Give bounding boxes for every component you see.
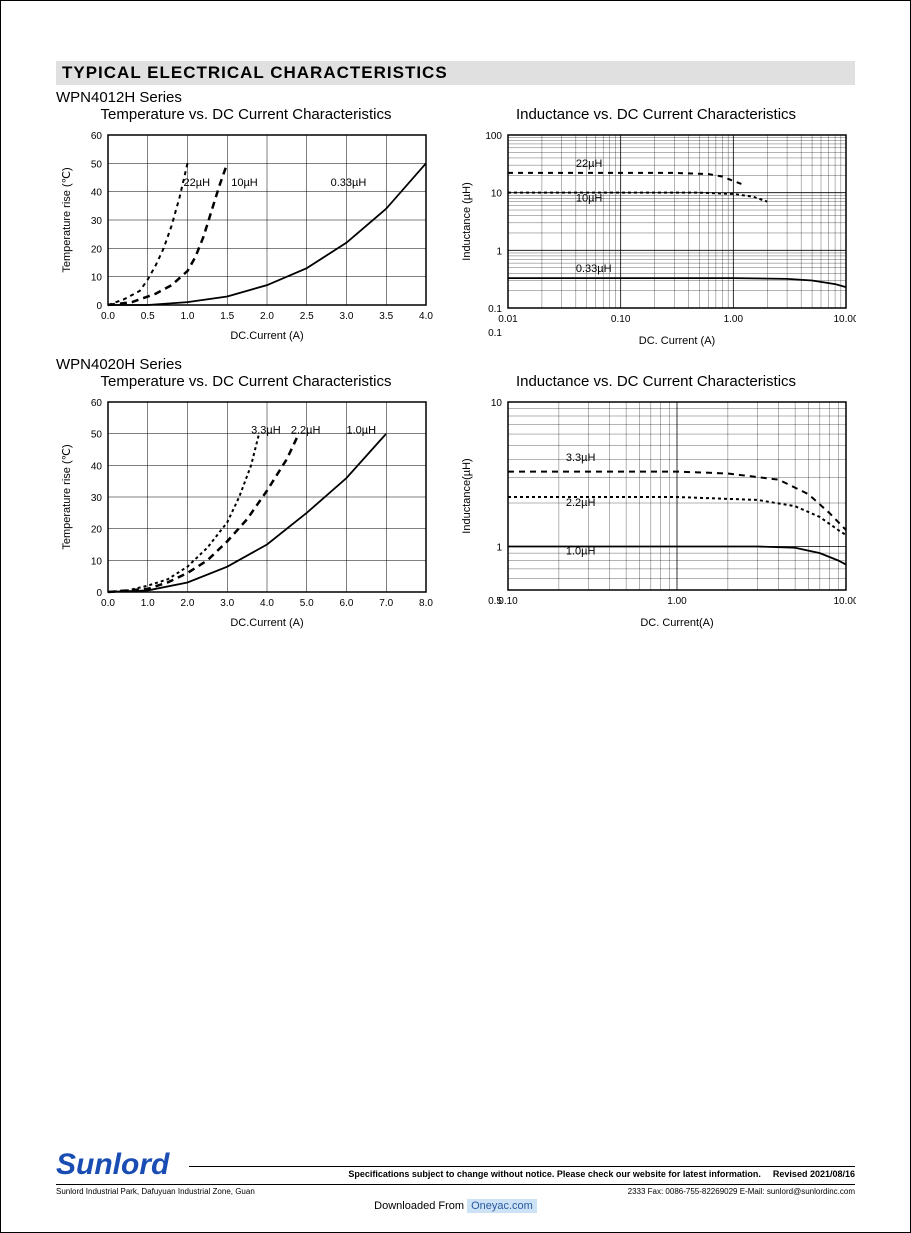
svg-text:0: 0: [96, 301, 102, 312]
svg-text:3.0: 3.0: [220, 598, 234, 609]
series-label-2: WPN4020H Series: [56, 356, 855, 373]
chart-ind-a: 0.01 0.10 1.00 10.00 0.1 1 10 100 0.1 DC. Current…: [456, 125, 856, 350]
svg-text:1: 1: [496, 543, 502, 554]
svg-text:0.5: 0.5: [488, 596, 502, 607]
svg-text:10: 10: [91, 556, 103, 567]
svg-text:DC. Current (A): DC. Current (A): [639, 335, 715, 347]
chart-title-temp-b: Temperature vs. DC Current Characteristi…: [56, 373, 436, 390]
svg-text:3.3µH: 3.3µH: [251, 425, 281, 437]
svg-text:1.0µH: 1.0µH: [566, 546, 596, 558]
svg-text:4.0: 4.0: [419, 311, 433, 322]
svg-text:DC.Current (A): DC.Current (A): [230, 617, 303, 629]
chart-temp-a: 0.0 0.5 1.0 1.5 2.0 2.5 3.0 3.5 4.0 0 10 20 30 40 50 60…: [56, 125, 436, 345]
chart-ind-b: 0.101.0010.001100.5DC. Current(A)Inducta…: [456, 392, 856, 632]
chart-temp-b: 0.0 1.0 2.0 3.0 4.0 5.0 6.0 7.0 8.0 0 10 20 30 40 50 60…: [56, 392, 436, 632]
svg-text:60: 60: [91, 131, 103, 142]
svg-text:0.1: 0.1: [488, 328, 502, 339]
svg-text:0.1: 0.1: [488, 304, 502, 315]
svg-text:10: 10: [491, 189, 503, 200]
svg-text:5.0: 5.0: [300, 598, 314, 609]
svg-text:0.33µH: 0.33µH: [576, 263, 612, 275]
svg-text:30: 30: [91, 493, 103, 504]
svg-text:1.00: 1.00: [667, 596, 687, 607]
svg-text:1.5: 1.5: [220, 311, 234, 322]
svg-text:2.2µH: 2.2µH: [291, 425, 321, 437]
revised-date: Revised 2021/08/16: [773, 1169, 855, 1179]
svg-text:Inductance(µH): Inductance(µH): [461, 458, 473, 533]
svg-text:20: 20: [91, 244, 103, 255]
svg-text:1.0: 1.0: [141, 598, 155, 609]
download-link[interactable]: Oneyac.com: [467, 1199, 537, 1213]
svg-text:20: 20: [91, 525, 103, 536]
svg-text:0: 0: [96, 588, 102, 599]
svg-text:7.0: 7.0: [379, 598, 393, 609]
svg-text:10.00: 10.00: [833, 314, 856, 325]
page-footer: Sunlord Specifications subject to change…: [1, 1148, 910, 1212]
svg-text:3.0: 3.0: [340, 311, 354, 322]
series-label-1: WPN4012H Series: [56, 89, 855, 106]
svg-text:10: 10: [491, 398, 503, 409]
svg-text:DC. Current(A): DC. Current(A): [640, 617, 713, 629]
svg-text:8.0: 8.0: [419, 598, 433, 609]
svg-text:Inductance (µH): Inductance (µH): [461, 182, 473, 260]
svg-text:0.5: 0.5: [141, 311, 155, 322]
chart-title-ind-a: Inductance vs. DC Current Characteristic…: [456, 106, 856, 123]
svg-text:0.10: 0.10: [611, 314, 631, 325]
svg-text:10.00: 10.00: [833, 596, 856, 607]
svg-text:Temperature rise (℃): Temperature rise (℃): [61, 167, 73, 272]
svg-text:30: 30: [91, 216, 103, 227]
svg-text:60: 60: [91, 398, 103, 409]
svg-text:100: 100: [485, 131, 502, 142]
svg-text:10µH: 10µH: [576, 193, 603, 205]
svg-text:1: 1: [496, 246, 502, 257]
svg-text:10µH: 10µH: [231, 177, 258, 189]
svg-text:50: 50: [91, 430, 103, 441]
svg-text:22µH: 22µH: [184, 177, 211, 189]
svg-text:0.0: 0.0: [101, 598, 115, 609]
section-header: TYPICAL ELECTRICAL CHARACTERISTICS: [56, 61, 855, 85]
svg-text:2.0: 2.0: [181, 598, 195, 609]
svg-text:0.33µH: 0.33µH: [331, 177, 367, 189]
svg-text:50: 50: [91, 159, 103, 170]
svg-text:2.2µH: 2.2µH: [566, 497, 596, 509]
svg-text:3.5: 3.5: [379, 311, 393, 322]
svg-text:Temperature rise (℃): Temperature rise (℃): [61, 444, 73, 549]
chart-title-ind-b: Inductance vs. DC Current Characteristic…: [456, 373, 856, 390]
svg-text:22µH: 22µH: [576, 158, 603, 170]
svg-text:2.0: 2.0: [260, 311, 274, 322]
svg-text:2.5: 2.5: [300, 311, 314, 322]
svg-text:40: 40: [91, 188, 103, 199]
svg-text:1.0µH: 1.0µH: [347, 425, 377, 437]
svg-text:1.0: 1.0: [181, 311, 195, 322]
download-source: Downloaded From Oneyac.com: [56, 1200, 855, 1212]
footer-addr-right: 2333 Fax: 0086-755-82269029 E-Mail: sunl…: [628, 1187, 855, 1196]
svg-text:40: 40: [91, 461, 103, 472]
svg-text:10: 10: [91, 273, 103, 284]
svg-text:3.3µH: 3.3µH: [566, 452, 596, 464]
svg-text:DC.Current (A): DC.Current (A): [230, 330, 303, 342]
svg-text:0.0: 0.0: [101, 311, 115, 322]
footer-addr-left: Sunlord Industrial Park, Dafuyuan Indust…: [56, 1187, 255, 1196]
chart-title-temp-a: Temperature vs. DC Current Characteristi…: [56, 106, 436, 123]
spec-notice: Specifications subject to change without…: [189, 1169, 761, 1179]
svg-text:0.01: 0.01: [498, 314, 518, 325]
svg-text:1.00: 1.00: [724, 314, 744, 325]
brand-logo: Sunlord: [56, 1148, 169, 1182]
svg-text:6.0: 6.0: [340, 598, 354, 609]
svg-text:4.0: 4.0: [260, 598, 274, 609]
